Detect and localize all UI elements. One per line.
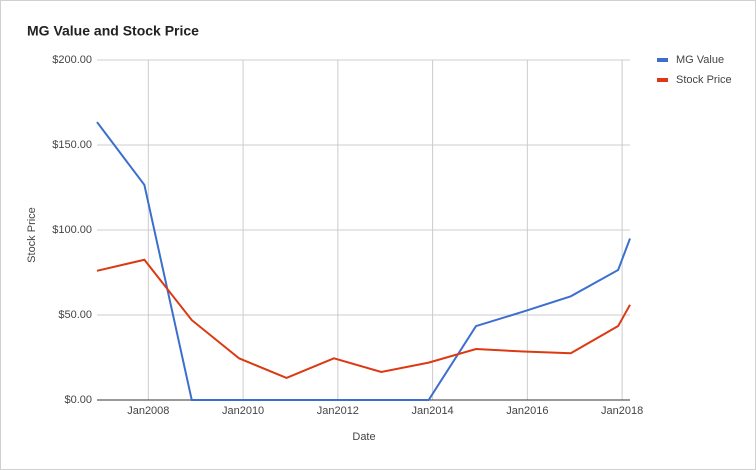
chart-title: MG Value and Stock Price bbox=[27, 23, 199, 39]
x-tick-label: Jan2018 bbox=[601, 405, 643, 417]
y-tick-label: $200.00 bbox=[52, 54, 92, 66]
legend-label: Stock Price bbox=[676, 74, 732, 86]
x-tick-label: Jan2016 bbox=[506, 405, 548, 417]
x-tick-label: Jan2014 bbox=[411, 405, 453, 417]
legend-label: MG Value bbox=[676, 54, 724, 66]
y-tick-label: $100.00 bbox=[52, 224, 92, 236]
x-tick-label: Jan2008 bbox=[127, 405, 169, 417]
y-tick-label: $50.00 bbox=[58, 309, 92, 321]
y-axis-label: Stock Price bbox=[26, 207, 38, 263]
x-axis-label: Date bbox=[352, 431, 375, 443]
series-line bbox=[96, 121, 631, 401]
series-line bbox=[96, 258, 631, 379]
y-tick-label: $0.00 bbox=[64, 394, 92, 406]
x-tick-label: Jan2012 bbox=[317, 405, 359, 417]
x-tick-label: Jan2010 bbox=[222, 405, 264, 417]
y-tick-label: $150.00 bbox=[52, 139, 92, 151]
